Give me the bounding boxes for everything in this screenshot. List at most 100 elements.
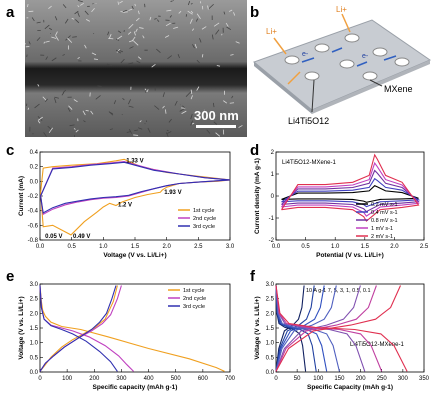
series-line-3 <box>281 169 420 213</box>
annotation-label: 1.33 V <box>126 158 143 164</box>
sem-flake <box>27 107 30 110</box>
sem-flake <box>43 132 47 137</box>
y-tick-label: 0.5 <box>266 355 275 361</box>
y-tick-label: 0.0 <box>266 370 275 376</box>
x-tick-label: 1.5 <box>131 244 140 250</box>
sem-flake <box>182 105 185 108</box>
sem-flake <box>167 55 172 60</box>
li-ion-label-2: Li+ <box>336 5 347 14</box>
y-tick-label: 1 <box>271 172 275 178</box>
sem-flake <box>113 100 117 105</box>
sem-flake <box>191 122 195 125</box>
sem-flake <box>69 124 75 127</box>
electron-label-2: e- <box>362 53 369 60</box>
x-tick-label: 0.0 <box>272 244 281 250</box>
sem-flake <box>211 34 214 40</box>
x-tick-label: 0 <box>38 376 42 382</box>
y-tick-label: 1.5 <box>30 326 39 332</box>
sem-flake <box>196 86 200 91</box>
sem-texture <box>25 0 247 137</box>
x-tick-label: 1.0 <box>331 244 340 250</box>
sem-flake <box>43 41 45 44</box>
x-tick-label: 300 <box>398 376 409 382</box>
x-tick-label: 300 <box>116 376 127 382</box>
sem-flake <box>27 3 29 8</box>
sem-flake <box>67 37 73 43</box>
y-tick-label: 0.0 <box>30 370 39 376</box>
sem-flake <box>36 37 41 42</box>
y-tick-label: 2 <box>271 150 275 156</box>
sem-flake <box>215 29 220 35</box>
annotation-label: 0.05 V <box>45 234 62 240</box>
discharge-line-7 <box>275 285 408 372</box>
sem-flake <box>231 95 234 99</box>
x-tick-label: 3.0 <box>226 244 235 250</box>
sem-flake <box>47 125 52 130</box>
sem-flake <box>90 110 94 115</box>
sem-flake <box>201 54 204 58</box>
sem-flake <box>235 41 240 44</box>
sem-flake <box>126 131 131 133</box>
sem-flake <box>134 129 139 132</box>
sem-flake <box>156 48 161 53</box>
scale-bar-label: 300 nm <box>194 108 239 123</box>
x-tick-label: 2.5 <box>194 244 203 250</box>
x-tick-label: 350 <box>419 376 430 382</box>
sem-flake <box>36 21 41 24</box>
sem-flake <box>73 128 76 130</box>
y-tick-label: 2.0 <box>266 311 275 317</box>
charge-line-7 <box>275 285 402 372</box>
sem-flake <box>146 89 149 93</box>
sem-flake <box>84 44 87 49</box>
sem-flake <box>128 105 134 108</box>
y-tick-label: -0.2 <box>28 194 39 200</box>
sem-flake <box>170 0 174 2</box>
sem-flake <box>115 49 122 54</box>
sem-flake <box>207 5 209 10</box>
y-tick-label: 0.2 <box>30 165 39 171</box>
legend-label: 3rd cycle <box>183 304 205 310</box>
x-tick-label: 0 <box>274 376 278 382</box>
sem-flake <box>74 10 79 15</box>
x-tick-label: 700 <box>225 376 236 382</box>
legend-label: 2nd cycle <box>183 296 206 302</box>
sem-flake <box>117 30 122 34</box>
y-tick-label: 1.5 <box>266 326 275 332</box>
sem-flake <box>137 56 142 60</box>
sem-flake <box>34 103 40 109</box>
sem-flake <box>135 17 140 22</box>
sem-flake <box>91 52 97 56</box>
sem-flake <box>147 127 151 133</box>
legend-label: 0.8 mV s-1 <box>371 218 398 224</box>
sem-flake <box>179 108 185 112</box>
sem-flake <box>154 18 157 20</box>
sem-flake <box>92 3 94 5</box>
sem-flake <box>190 89 193 94</box>
sem-flake <box>149 16 152 21</box>
x-tick-label: 2.5 <box>420 244 429 250</box>
legend-label: 0.2 mV s-1 <box>371 202 398 208</box>
sem-flake <box>216 65 221 67</box>
sem-flake <box>75 129 79 133</box>
sem-flake <box>72 36 77 38</box>
y-tick-label: -2 <box>269 238 275 244</box>
sem-flake <box>67 107 71 112</box>
x-tick-label: 100 <box>313 376 324 382</box>
sem-flake <box>54 98 57 104</box>
sem-flake <box>61 92 65 96</box>
sem-flake <box>55 35 59 41</box>
y-tick-label: 3.0 <box>266 282 275 288</box>
series-line-5 <box>281 153 420 222</box>
panel-label-d: d <box>250 142 260 159</box>
sem-flake <box>42 96 47 101</box>
panel-b-schematic: Li+ Li+ e- e- MXene Li4Ti5O12 <box>252 0 432 137</box>
x-tick-label: 50 <box>294 376 301 382</box>
sem-flake <box>230 54 234 56</box>
x-tick-label: 200 <box>356 376 367 382</box>
sem-flake <box>129 46 134 49</box>
sem-flake <box>80 2 84 6</box>
sem-flake <box>194 43 197 49</box>
y-axis-label: Current density (mA g-1) <box>254 158 261 234</box>
sem-flake <box>178 10 182 14</box>
y-tick-label: 1.0 <box>266 341 275 347</box>
